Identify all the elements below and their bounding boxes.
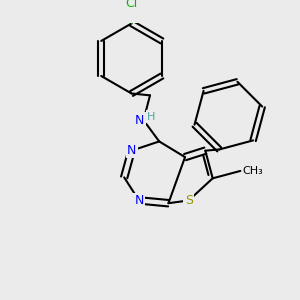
- Text: CH₃: CH₃: [243, 166, 264, 176]
- Text: H: H: [147, 112, 155, 122]
- Text: S: S: [185, 194, 193, 207]
- Text: Cl: Cl: [125, 0, 138, 10]
- Text: N: N: [127, 144, 136, 157]
- Text: N: N: [135, 114, 145, 127]
- Text: N: N: [134, 194, 144, 207]
